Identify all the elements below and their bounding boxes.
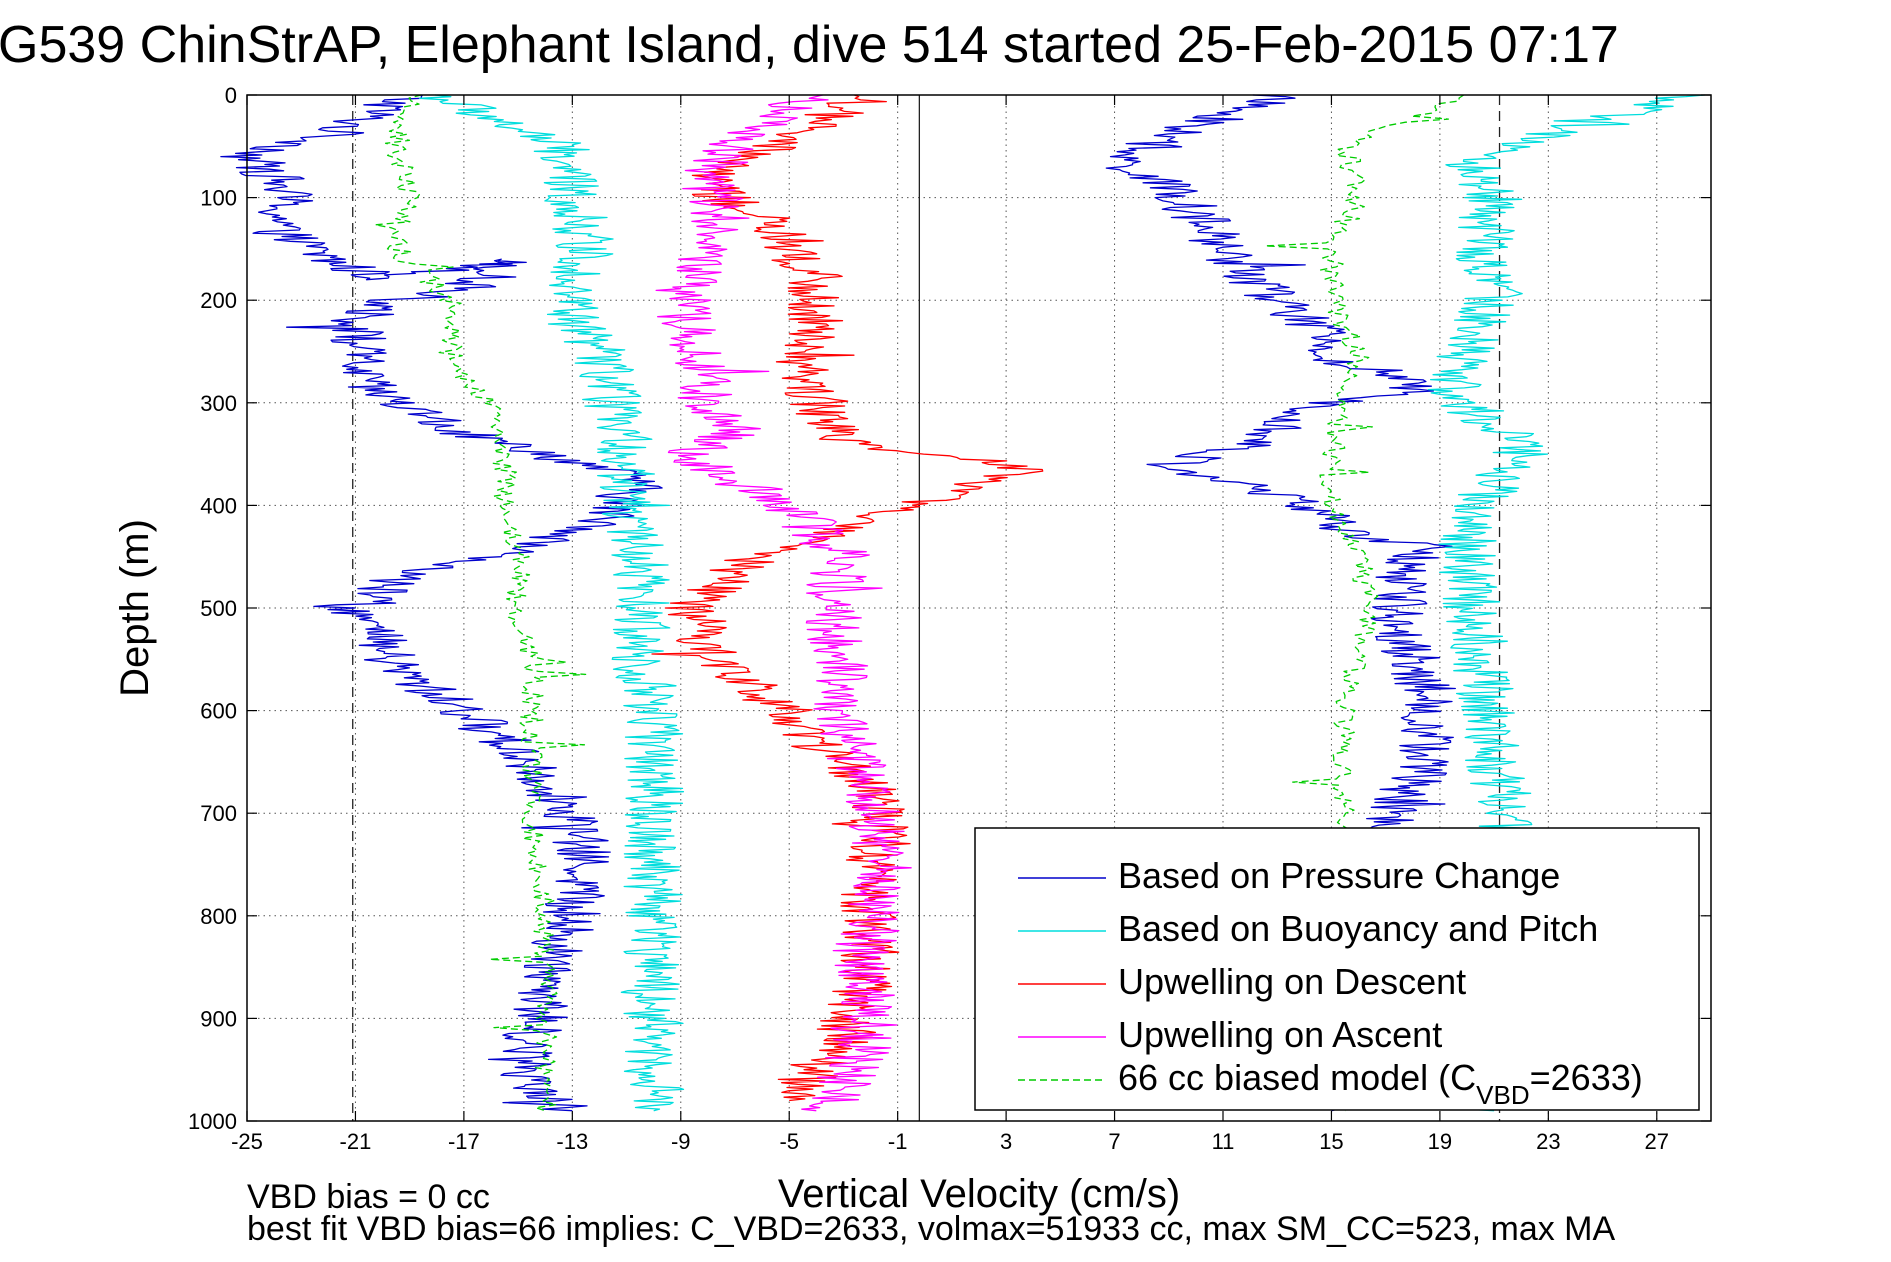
y-tick-label: 600 — [200, 699, 237, 724]
x-tick-label: -1 — [888, 1129, 908, 1154]
series-lines — [220, 94, 1705, 1112]
legend-label-prefix: 66 cc biased model (C — [1118, 1057, 1476, 1098]
x-tick-label: 23 — [1536, 1129, 1560, 1154]
x-tick-label: 11 — [1212, 1129, 1235, 1154]
legend-label-suffix: =2633) — [1530, 1057, 1643, 1098]
x-axis-ticks: -25 -21 -17 -13 -9 -5 -1 3 7 11 15 19 23 27 — [231, 95, 1669, 1154]
x-tick-label: 15 — [1319, 1129, 1343, 1154]
y-tick-label: 700 — [200, 801, 237, 826]
series-line-2 — [418, 94, 685, 1112]
x-tick-label: 19 — [1428, 1129, 1452, 1154]
legend-label-subscript: VBD — [1476, 1080, 1529, 1110]
legend-entry: 66 cc biased model (CVBD=2633) — [1118, 1057, 1643, 1110]
legend-entry: Upwelling on Descent — [1118, 961, 1466, 1002]
y-tick-label: 500 — [200, 596, 237, 621]
y-tick-label: 400 — [200, 493, 237, 518]
y-tick-label: 300 — [200, 391, 237, 416]
y-tick-label: 0 — [225, 83, 237, 108]
x-tick-label: -13 — [556, 1129, 588, 1154]
y-tick-label: 200 — [200, 288, 237, 313]
series-line-5 — [655, 94, 912, 1112]
x-tick-label: -17 — [448, 1129, 480, 1154]
x-tick-label: -21 — [340, 1129, 372, 1154]
series-line-0 — [220, 94, 663, 1112]
x-tick-label: 7 — [1108, 1129, 1120, 1154]
legend-entry: Based on Buoyancy and Pitch — [1118, 908, 1598, 949]
chart-title: G539 ChinStrAP, Elephant Island, dive 51… — [0, 16, 1619, 74]
x-tick-label: -5 — [779, 1129, 799, 1154]
legend: Based on Pressure Change Based on Buoyanc… — [974, 827, 1700, 1111]
x-tick-label: -25 — [231, 1129, 263, 1154]
y-tick-label: 100 — [200, 186, 237, 211]
x-tick-label: 3 — [1000, 1129, 1012, 1154]
y-axis-ticks: 0 100 200 300 400 500 600 700 800 900 1000 — [188, 83, 1711, 1134]
series-line-7 — [1264, 94, 1465, 1112]
series-line-6 — [374, 94, 587, 1112]
best-fit-note: best fit VBD bias=66 implies: C_VBD=2633… — [247, 1210, 1616, 1248]
y-axis-label: Depth (m) — [113, 519, 157, 697]
vbd-bias-note: VBD bias = 0 cc — [247, 1178, 490, 1216]
y-tick-label: 900 — [200, 1006, 237, 1031]
x-tick-label: 27 — [1645, 1129, 1669, 1154]
legend-entry: Based on Pressure Change — [1118, 855, 1560, 896]
x-tick-label: -9 — [671, 1129, 691, 1154]
legend-box — [974, 827, 1700, 1111]
y-tick-label: 1000 — [188, 1109, 237, 1134]
x-axis-label: Vertical Velocity (cm/s) — [778, 1172, 1180, 1216]
y-tick-label: 800 — [200, 904, 237, 929]
legend-entry: Upwelling on Ascent — [1118, 1014, 1442, 1055]
